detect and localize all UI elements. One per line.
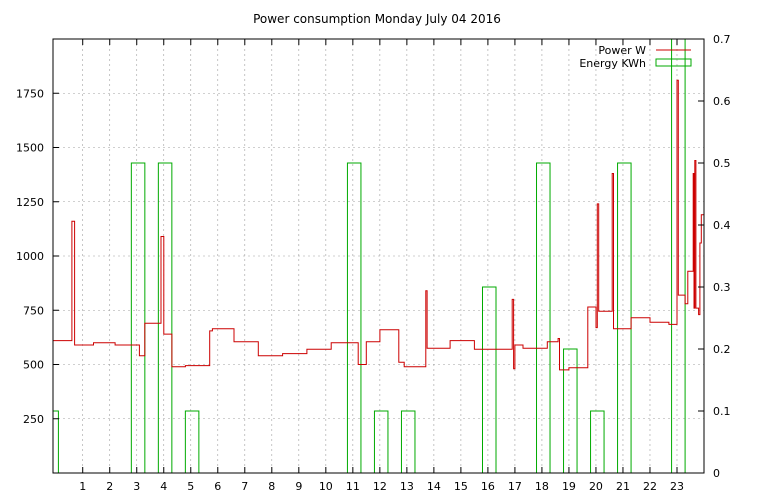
energy-bar xyxy=(481,286,497,474)
x-tick-label: 20 xyxy=(589,480,603,493)
x-tick-label: 14 xyxy=(427,480,441,493)
x-tick-label: 7 xyxy=(241,480,248,493)
x-tick-label: 16 xyxy=(481,480,495,493)
grid-lines xyxy=(53,39,704,473)
x-tick-label: 12 xyxy=(373,480,387,493)
y-tick-label: 1750 xyxy=(16,87,44,100)
x-tick-label: 6 xyxy=(214,480,221,493)
energy-bar xyxy=(617,162,632,474)
energy-bar xyxy=(130,162,146,474)
y-tick-label: 1250 xyxy=(16,196,44,209)
x-tick-label: 19 xyxy=(562,480,576,493)
y2-tick-label: 0.3 xyxy=(713,281,731,294)
energy-bar xyxy=(52,410,59,474)
power-line-layer xyxy=(53,79,704,371)
energy-bar xyxy=(536,162,551,474)
x-tick-label: 13 xyxy=(400,480,414,493)
energy-bar xyxy=(346,162,362,474)
y2-tick-label: 0.6 xyxy=(713,95,731,108)
energy-bar xyxy=(400,410,416,474)
chart-title: Power consumption Monday July 04 2016 xyxy=(253,12,501,26)
y-tick-label: 750 xyxy=(23,304,44,317)
energy-bar xyxy=(157,162,173,474)
y-tick-label: 1500 xyxy=(16,142,44,155)
x-tick-label: 2 xyxy=(106,480,113,493)
x-tick-label: 23 xyxy=(670,480,684,493)
y2-tick-label: 0.4 xyxy=(713,219,731,232)
y-tick-label: 500 xyxy=(23,359,44,372)
x-tick-label: 8 xyxy=(268,480,275,493)
energy-bar xyxy=(184,410,200,474)
x-tick-label: 10 xyxy=(319,480,333,493)
x-tick-label: 18 xyxy=(535,480,549,493)
legend: Power W Energy KWh xyxy=(579,44,692,70)
y-tick-label: 250 xyxy=(23,413,44,426)
legend-label-energy: Energy KWh xyxy=(579,57,646,70)
x-tick-label: 21 xyxy=(616,480,630,493)
x-tick-label: 17 xyxy=(508,480,522,493)
y2-tick-label: 0.7 xyxy=(713,33,731,46)
legend-swatch-energy xyxy=(655,58,692,67)
x-tick-label: 1 xyxy=(79,480,86,493)
power-line xyxy=(53,79,704,371)
energy-bar xyxy=(373,410,389,474)
x-tick-label: 4 xyxy=(160,480,167,493)
y-tick-label: 1000 xyxy=(16,250,44,263)
legend-label-power: Power W xyxy=(598,44,646,57)
x-tick-label: 11 xyxy=(346,480,360,493)
y2-tick-label: 0.2 xyxy=(713,343,731,356)
x-tick-label: 15 xyxy=(454,480,468,493)
y2-tick-label: 0 xyxy=(713,467,720,480)
y2-tick-label: 0.5 xyxy=(713,157,731,170)
x-tick-label: 9 xyxy=(295,480,302,493)
energy-bar xyxy=(590,410,605,474)
x-tick-label: 22 xyxy=(643,480,657,493)
x-tick-label: 5 xyxy=(187,480,194,493)
x-tick-label: 3 xyxy=(133,480,140,493)
axes: 1 2 3 4 5 6 7 8 9 10 11 12 13 14 15 16 17 18 19 20 21 22 23250… xyxy=(16,33,731,493)
y2-tick-label: 0.1 xyxy=(713,405,731,418)
